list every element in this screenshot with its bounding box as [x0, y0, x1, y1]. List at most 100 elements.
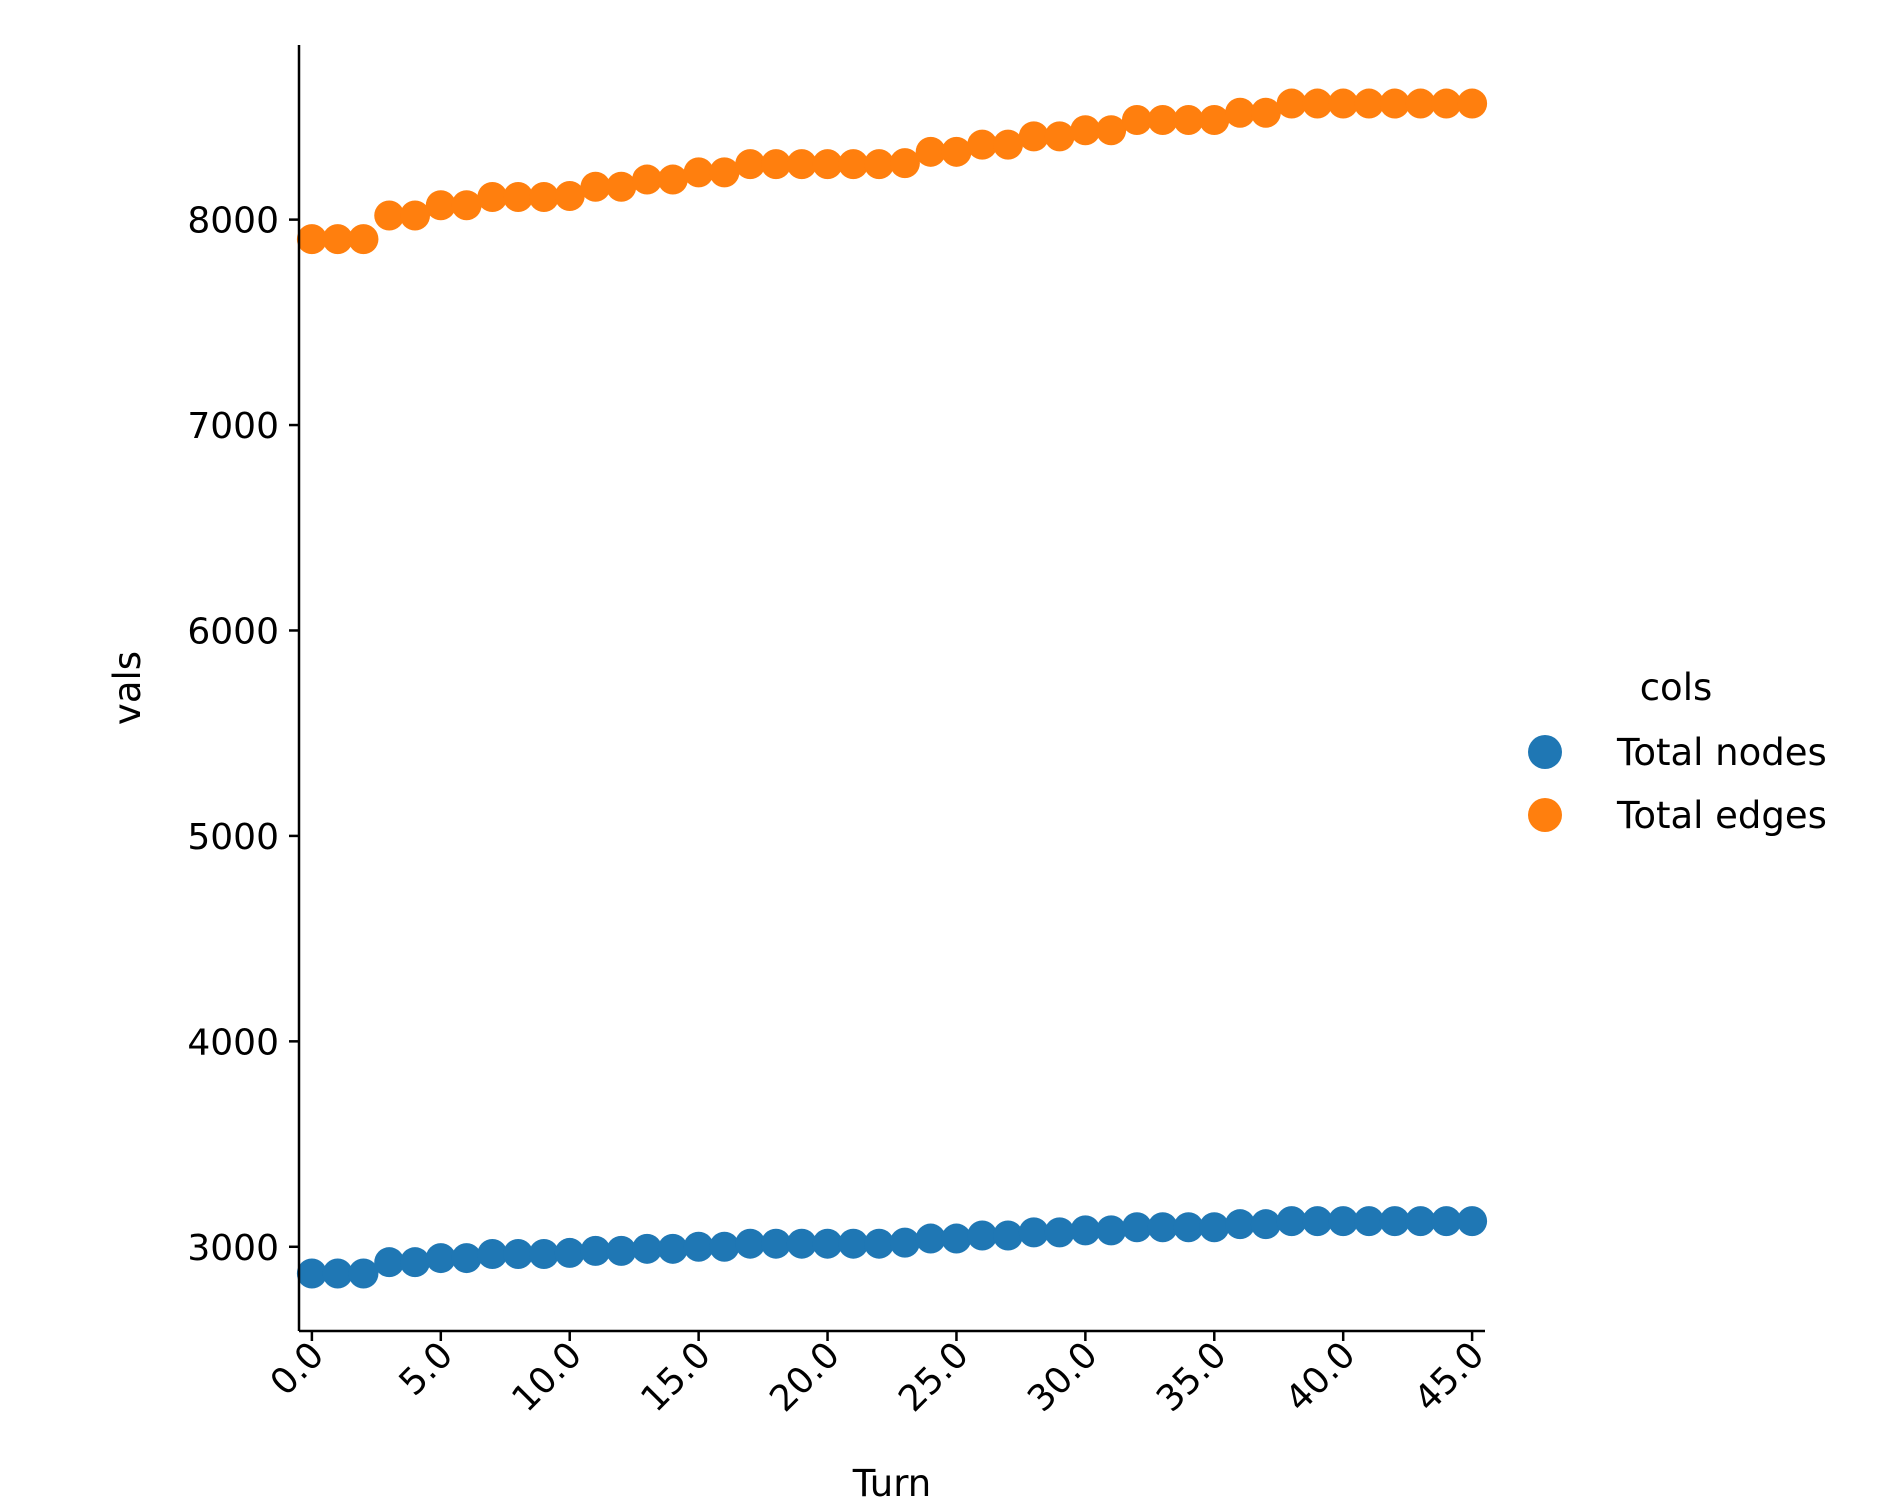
data-point-total-edges — [1250, 97, 1281, 128]
x-tick-label: 15.0 — [633, 1334, 719, 1420]
data-point-total-nodes — [889, 1227, 920, 1258]
data-point-total-nodes — [967, 1220, 998, 1251]
y-tick-label: 5000 — [187, 817, 279, 858]
data-point-total-nodes — [425, 1243, 456, 1274]
data-point-total-edges — [1405, 88, 1436, 119]
data-point-total-edges — [1457, 88, 1488, 119]
x-axis-label: Turn — [852, 1462, 931, 1500]
data-point-total-edges — [1121, 104, 1152, 135]
x-tick-label: 0.0 — [263, 1334, 332, 1403]
data-point-total-edges — [1096, 115, 1127, 146]
data-point-total-edges — [812, 149, 843, 180]
data-point-total-nodes — [760, 1228, 791, 1259]
data-point-total-nodes — [632, 1233, 663, 1264]
data-point-total-edges — [838, 149, 869, 180]
y-axis-label: vals — [106, 651, 149, 725]
data-point-total-nodes — [1328, 1206, 1359, 1237]
data-point-total-nodes — [322, 1258, 353, 1289]
data-point-total-nodes — [683, 1231, 714, 1262]
data-point-total-edges — [1147, 104, 1178, 135]
data-point-total-edges — [993, 129, 1024, 160]
data-point-total-edges — [400, 200, 431, 231]
data-point-total-nodes — [451, 1243, 482, 1274]
legend-title: cols — [1640, 666, 1713, 709]
data-point-total-nodes — [1121, 1212, 1152, 1243]
y-axis-ticks: 3000 4000 5000 6000 7000 8000 — [187, 201, 299, 1269]
x-tick-label: 20.0 — [762, 1334, 848, 1420]
y-tick-label: 6000 — [187, 611, 279, 652]
data-point-total-nodes — [1096, 1215, 1127, 1246]
data-point-total-edges — [374, 200, 405, 231]
data-point-total-nodes — [786, 1228, 817, 1259]
data-point-total-nodes — [735, 1228, 766, 1259]
data-point-total-edges — [735, 149, 766, 180]
data-point-total-nodes — [1276, 1206, 1307, 1237]
data-point-total-edges — [864, 149, 895, 180]
data-point-total-edges — [1173, 104, 1204, 135]
data-point-total-edges — [786, 149, 817, 180]
data-point-total-edges — [451, 190, 482, 221]
data-point-total-edges — [915, 136, 946, 167]
data-point-total-edges — [296, 224, 327, 255]
data-point-total-nodes — [1044, 1217, 1075, 1248]
data-point-total-edges — [528, 182, 559, 213]
data-point-total-nodes — [606, 1235, 637, 1266]
data-point-total-edges — [348, 224, 379, 255]
data-point-total-edges — [709, 157, 740, 188]
data-point-total-nodes — [1353, 1206, 1384, 1237]
data-point-total-edges — [967, 129, 998, 160]
data-point-total-nodes — [296, 1258, 327, 1289]
data-point-total-nodes — [915, 1223, 946, 1254]
data-point-total-edges — [554, 180, 585, 211]
data-point-total-edges — [425, 190, 456, 221]
x-tick-label: 10.0 — [504, 1334, 590, 1420]
data-point-total-edges — [1328, 88, 1359, 119]
data-point-total-nodes — [1379, 1206, 1410, 1237]
legend-label-total-edges: Total edges — [1616, 794, 1827, 837]
data-point-total-edges — [1070, 115, 1101, 146]
data-point-total-edges — [889, 148, 920, 179]
x-tick-label: 25.0 — [891, 1334, 977, 1420]
data-point-total-edges — [322, 224, 353, 255]
data-point-total-nodes — [657, 1233, 688, 1264]
data-point-total-nodes — [709, 1231, 740, 1262]
y-tick-label: 4000 — [187, 1022, 279, 1063]
x-tick-label: 5.0 — [392, 1334, 461, 1403]
x-tick-label: 45.0 — [1407, 1334, 1493, 1420]
data-point-total-nodes — [477, 1238, 508, 1269]
data-point-total-edges — [1044, 121, 1075, 152]
data-point-total-nodes — [1457, 1206, 1488, 1237]
data-point-total-edges — [1302, 88, 1333, 119]
data-point-total-edges — [632, 164, 663, 195]
data-point-total-nodes — [993, 1220, 1024, 1251]
data-point-total-nodes — [374, 1247, 405, 1278]
legend-marker-total-nodes — [1528, 735, 1562, 769]
data-point-total-edges — [1379, 88, 1410, 119]
data-point-total-nodes — [864, 1228, 895, 1259]
data-point-total-nodes — [1070, 1215, 1101, 1246]
data-point-total-nodes — [812, 1228, 843, 1259]
data-point-total-edges — [1199, 104, 1230, 135]
data-point-total-edges — [1225, 97, 1256, 128]
data-point-total-nodes — [503, 1238, 534, 1269]
data-point-total-edges — [1353, 88, 1384, 119]
legend: cols Total nodes Total edges — [1528, 666, 1827, 837]
data-point-total-nodes — [838, 1228, 869, 1259]
data-point-total-nodes — [1431, 1206, 1462, 1237]
data-point-total-edges — [580, 171, 611, 202]
x-tick-label: 35.0 — [1149, 1334, 1235, 1420]
y-tick-label: 3000 — [187, 1228, 279, 1269]
data-point-total-edges — [941, 136, 972, 167]
x-tick-label: 40.0 — [1278, 1334, 1364, 1420]
data-point-total-edges — [760, 149, 791, 180]
data-point-total-nodes — [1173, 1212, 1204, 1243]
x-tick-label: 30.0 — [1020, 1334, 1106, 1420]
data-point-total-edges — [1018, 121, 1049, 152]
x-axis-ticks: 0.0 5.0 10.0 15.0 20.0 25.0 30.0 35.0 40.0 45.0 — [263, 1331, 1493, 1420]
data-point-total-edges — [503, 182, 534, 213]
data-point-total-edges — [1431, 88, 1462, 119]
data-point-total-nodes — [1250, 1209, 1281, 1240]
data-point-total-nodes — [554, 1237, 585, 1268]
data-point-total-nodes — [1302, 1206, 1333, 1237]
data-point-total-nodes — [1147, 1212, 1178, 1243]
